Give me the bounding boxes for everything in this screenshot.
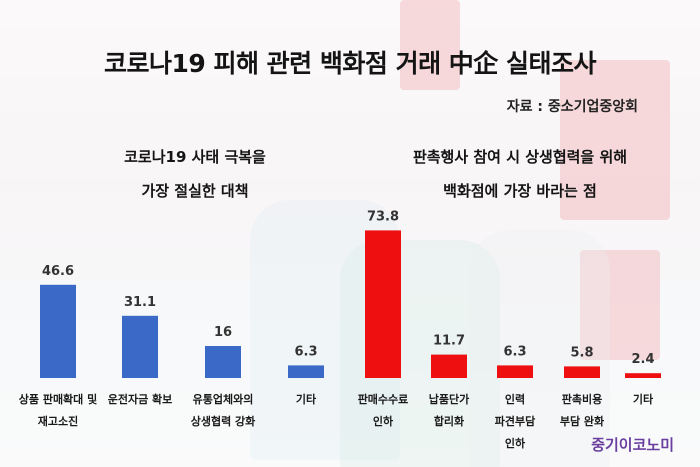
- right-category-label-4-line-1: 판촉비용: [562, 392, 602, 406]
- right-bar-1: [365, 230, 401, 378]
- right-category-label-2-line-2: 합리화: [434, 414, 464, 428]
- left-bar-1: [40, 284, 76, 378]
- left-category-label-2-line-1: 운전자금 확보: [108, 392, 173, 406]
- right-category-label-3-line-1: 인력: [505, 392, 525, 406]
- left-bar-3: [205, 346, 241, 378]
- left-chart-title-line-2: 가장 절실한 대책: [141, 182, 249, 200]
- left-category-label-1-line-2: 재고소진: [38, 414, 78, 428]
- source-label: 자료 : 중소기업중앙회: [506, 99, 638, 115]
- right-bar-5: [625, 373, 661, 378]
- right-category-label-4-line-2: 부담 완화: [560, 414, 604, 428]
- right-category-label-3-line-2: 파견부담: [495, 414, 535, 428]
- right-chart-title-line-2: 백화점에 가장 바라는 점: [443, 182, 597, 200]
- left-category-label-3-line-1: 유통업체와의: [193, 392, 254, 406]
- left-data-label-1: 46.6: [42, 264, 74, 279]
- left-data-label-2: 31.1: [124, 295, 156, 310]
- right-data-label-4: 5.8: [570, 345, 593, 360]
- right-data-label-5: 2.4: [631, 352, 654, 367]
- page-title: 코로나19 피해 관련 백화점 거래 中企 실태조사: [103, 49, 597, 78]
- right-data-label-3: 6.3: [503, 344, 526, 359]
- right-data-label-2: 11.7: [433, 334, 465, 349]
- left-data-label-3: 16: [214, 325, 232, 340]
- right-category-label-1-line-1: 판매수수료: [358, 392, 409, 406]
- left-chart-title: 코로나19 사태 극복을 가장 절실한 대책: [70, 140, 320, 208]
- right-chart-title-line-1: 판촉행사 참여 시 상생협력을 위해: [412, 148, 628, 166]
- right-bar-2: [431, 354, 467, 378]
- left-bar-4: [288, 365, 324, 378]
- left-data-label-4: 6.3: [294, 344, 317, 359]
- right-category-label-1-line-2: 인하: [373, 414, 394, 428]
- left-category-label-4-line-1: 기타: [296, 392, 317, 406]
- right-bar-4: [564, 366, 600, 378]
- right-category-label-3-line-3: 인하: [505, 436, 526, 450]
- left-category-label-3-line-2: 상생협력 강화: [191, 414, 256, 428]
- left-category-label-1-line-1: 상품 판매확대 및: [19, 392, 98, 406]
- left-chart-title-line-1: 코로나19 사태 극복을: [124, 148, 266, 166]
- right-data-label-1: 73.8: [367, 209, 399, 224]
- right-chart-title: 판촉행사 참여 시 상생협력을 위해 백화점에 가장 바라는 점: [355, 140, 685, 208]
- watermark-logo: 중기이코노미: [591, 436, 674, 454]
- right-category-label-2-line-1: 납품단가: [429, 392, 469, 406]
- right-bar-3: [497, 365, 533, 378]
- left-bar-2: [122, 315, 158, 378]
- right-category-label-5-line-1: 기타: [633, 392, 654, 406]
